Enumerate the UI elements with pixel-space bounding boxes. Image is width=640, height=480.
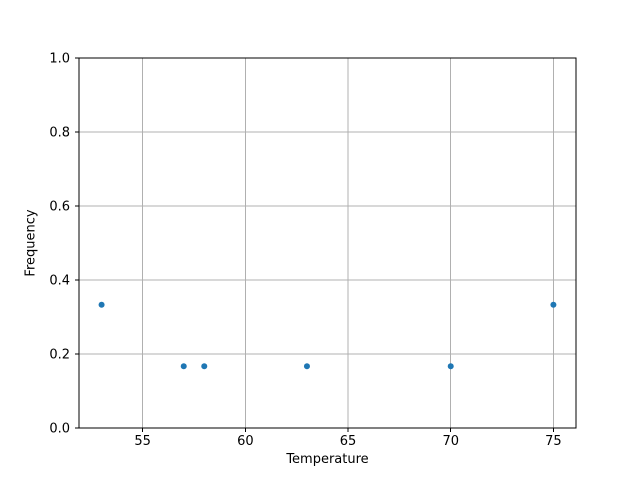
data-point: [447, 363, 454, 370]
x-tick-label: 75: [545, 434, 562, 449]
y-tick-label: 0.2: [49, 348, 70, 363]
y-tick-label: 0.6: [49, 200, 70, 215]
y-tick-label: 0.8: [49, 126, 70, 141]
y-tick-label: 0.0: [49, 422, 70, 437]
x-tick-label: 60: [237, 434, 254, 449]
axes-frame: [78, 57, 577, 429]
x-tick-label: 70: [442, 434, 459, 449]
x-axis-title: Temperature: [286, 452, 369, 467]
y-axis-title: Frequency: [23, 209, 39, 277]
data-point: [180, 363, 187, 370]
data-point: [98, 301, 105, 308]
y-tick-label: 0.4: [49, 274, 70, 289]
x-tick-label: 55: [134, 434, 151, 449]
data-point: [201, 363, 208, 370]
data-point: [550, 301, 557, 308]
y-tick-label: 1.0: [49, 52, 70, 67]
x-tick-label: 65: [340, 434, 357, 449]
data-point: [303, 363, 310, 370]
